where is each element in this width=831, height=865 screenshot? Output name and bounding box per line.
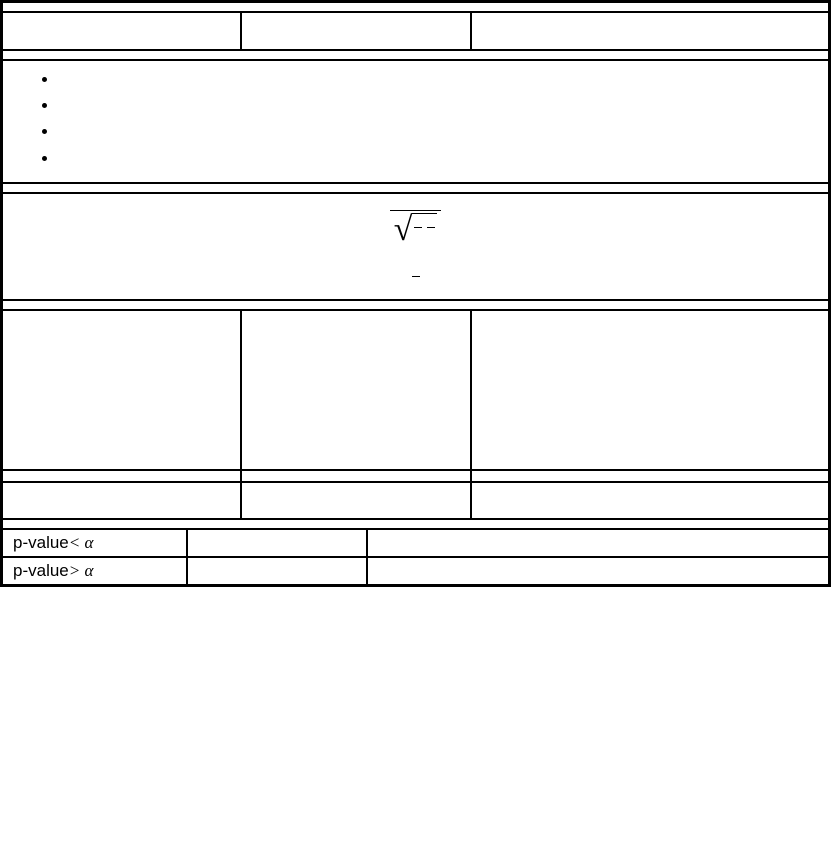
section-header-conditions xyxy=(3,51,828,61)
hypothesis-row xyxy=(3,13,828,51)
pvalue-curves-row xyxy=(3,311,828,471)
pvalue-calc-row xyxy=(3,483,828,520)
conc-fail-lhs: p-value> α xyxy=(3,558,188,584)
section-header-conclusion xyxy=(3,520,828,530)
pc-formula xyxy=(13,265,818,285)
pv-calc-ne xyxy=(472,483,828,518)
reference-table: √ xyxy=(0,0,831,587)
condition-srs xyxy=(59,67,818,93)
pv-ha-ne xyxy=(472,471,828,481)
curve-left-tail xyxy=(3,311,242,469)
pv-ha-gt xyxy=(242,471,472,481)
curve-right-tail xyxy=(242,311,472,469)
hypothesis-lt xyxy=(3,13,242,49)
curve-two-tail xyxy=(472,311,828,469)
condition-independent xyxy=(59,93,818,119)
conclusion-row-fail: p-value> α xyxy=(3,558,828,584)
z-formula: √ xyxy=(13,208,818,247)
condition-np xyxy=(59,119,818,145)
pvalue-ha-row xyxy=(3,471,828,483)
section-header-hypothesis xyxy=(3,3,828,13)
condition-population xyxy=(59,146,818,172)
section-header-pvalue xyxy=(3,301,828,311)
conditions-block xyxy=(3,61,828,184)
zstat-block: √ xyxy=(3,194,828,301)
conc-reject-rhs xyxy=(188,530,368,556)
hypothesis-ne xyxy=(472,13,828,49)
pv-calc-lt xyxy=(3,483,242,518)
conc-fail-rhs xyxy=(188,558,368,584)
section-header-zstat xyxy=(3,184,828,194)
pv-calc-gt xyxy=(242,483,472,518)
hypothesis-gt xyxy=(242,13,472,49)
pv-ha-lt xyxy=(3,471,242,481)
conc-reject-lhs: p-value< α xyxy=(3,530,188,556)
z-denominator: √ xyxy=(390,210,441,247)
conclusion-row-reject: p-value< α xyxy=(3,530,828,558)
